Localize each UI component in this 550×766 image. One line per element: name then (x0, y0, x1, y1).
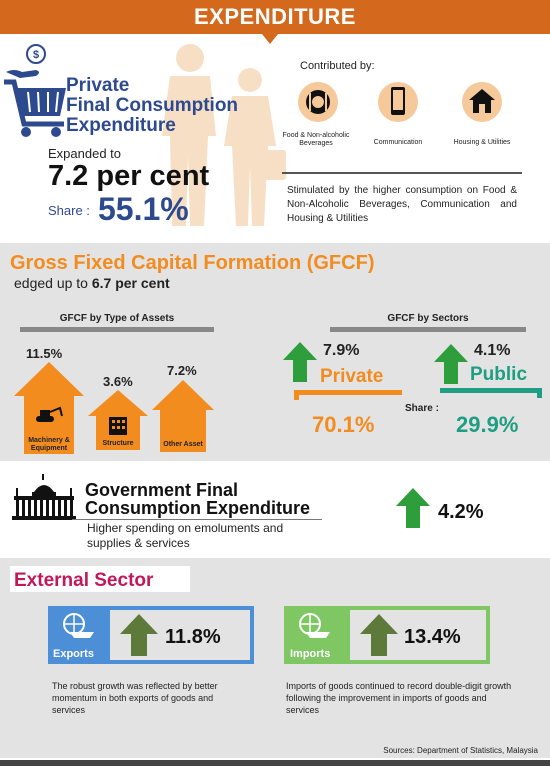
header-notch (262, 34, 278, 44)
public-share: 29.9% (456, 412, 519, 437)
pfce-stimulus-text: Stimulated by the higher consumption on … (287, 185, 517, 224)
exports-growth: 11.8% (165, 626, 221, 648)
contributed-by-label: Contributed by: (300, 60, 375, 72)
external-title-box (10, 566, 190, 592)
contributor-label-housing: Housing & Utilities (453, 139, 511, 146)
private-up-arrow-icon (283, 342, 317, 382)
gov-divider (72, 519, 322, 520)
public-growth: 4.1% (474, 342, 511, 359)
exports-up-arrow-icon (120, 614, 158, 656)
imports-growth: 13.4% (404, 626, 461, 648)
private-underline-tick (294, 390, 299, 400)
contributor-label-communication: Communication (373, 139, 423, 146)
asset-house-other (152, 380, 214, 452)
gov-subtitle-line1: Higher spending on emoluments and (87, 521, 284, 535)
page-title: EXPENDITURE (194, 4, 356, 29)
private-label: Private (320, 366, 384, 387)
food-icon (306, 90, 330, 114)
svg-text:$: $ (33, 49, 39, 61)
gov-subtitle-line2: supplies & services (87, 536, 190, 550)
exports-description: The robust growth was reflected by bette… (52, 681, 218, 715)
gov-title-line1: Government Final (85, 480, 239, 500)
gov-growth: 4.2% (438, 501, 484, 523)
gfcf-sectors-bar (330, 327, 526, 332)
gov-up-arrow-icon (396, 488, 430, 528)
asset-pct-structure: 3.6% (103, 374, 133, 389)
pfce-title-line1: Private (66, 75, 130, 96)
header-banner (0, 0, 550, 34)
imports-label: Imports (290, 648, 331, 660)
pfce-share-value: 55.1% (98, 191, 189, 227)
public-underline (440, 388, 542, 393)
imports-up-arrow-icon (360, 614, 398, 656)
pfce-share-label: Share : (48, 203, 90, 218)
house-icon (469, 89, 495, 113)
contributor-label-food: Food & Non-alcoholic Beverages (282, 132, 350, 147)
public-label: Public (470, 364, 528, 385)
ship-globe-icon (63, 613, 94, 638)
bottom-bar (0, 760, 550, 766)
gfcf-title: Gross Fixed Capital Formation (GFCF) (10, 252, 375, 274)
gfcf-assets-heading: GFCF by Type of Assets (59, 313, 175, 324)
public-underline-tick (537, 388, 542, 398)
gfcf-assets-bar (20, 327, 214, 332)
gfcf-sectors-heading: GFCF by Sectors (387, 313, 469, 324)
shopping-cart-icon: $ (4, 44, 66, 137)
asset-pct-other: 7.2% (167, 363, 197, 378)
import-ship-globe-icon (299, 613, 330, 638)
external-title: External Sector (14, 570, 154, 591)
pfce-title-line2: Final Consumption (66, 95, 239, 116)
private-underline (294, 390, 402, 395)
exports-label: Exports (53, 648, 94, 660)
gfcf-growth-value: 6.7 per cent (91, 275, 170, 291)
pfce-divider (282, 172, 522, 174)
asset-house-machinery (14, 362, 84, 454)
government-building-icon (12, 474, 76, 520)
gfcf-subtitle: edged up to 6.7 per cent (14, 275, 170, 291)
pfce-expanded-label: Expanded to (48, 146, 122, 161)
phone-icon (391, 87, 405, 115)
asset-label-other: Other Asset (163, 441, 203, 448)
pfce-growth-value: 7.2 per cent (48, 160, 210, 192)
source-note: Sources: Department of Statistics, Malay… (383, 746, 538, 755)
private-share: 70.1% (312, 412, 375, 437)
private-growth: 7.9% (323, 342, 360, 359)
asset-label-machinery: Machinery & Equipment (28, 437, 70, 452)
excavator-icon (36, 406, 63, 422)
family-silhouette-icon (162, 44, 286, 226)
public-up-arrow-icon (434, 344, 468, 384)
pfce-title-line3: Expenditure (66, 115, 176, 136)
imports-description: Imports of goods continued to record dou… (286, 681, 512, 715)
asset-pct-machinery: 11.5% (26, 346, 63, 361)
gov-title-line2: Consumption Expenditure (85, 498, 310, 518)
sector-share-label: Share : (405, 403, 439, 414)
asset-label-structure: Structure (102, 440, 134, 447)
building-icon (109, 417, 127, 435)
